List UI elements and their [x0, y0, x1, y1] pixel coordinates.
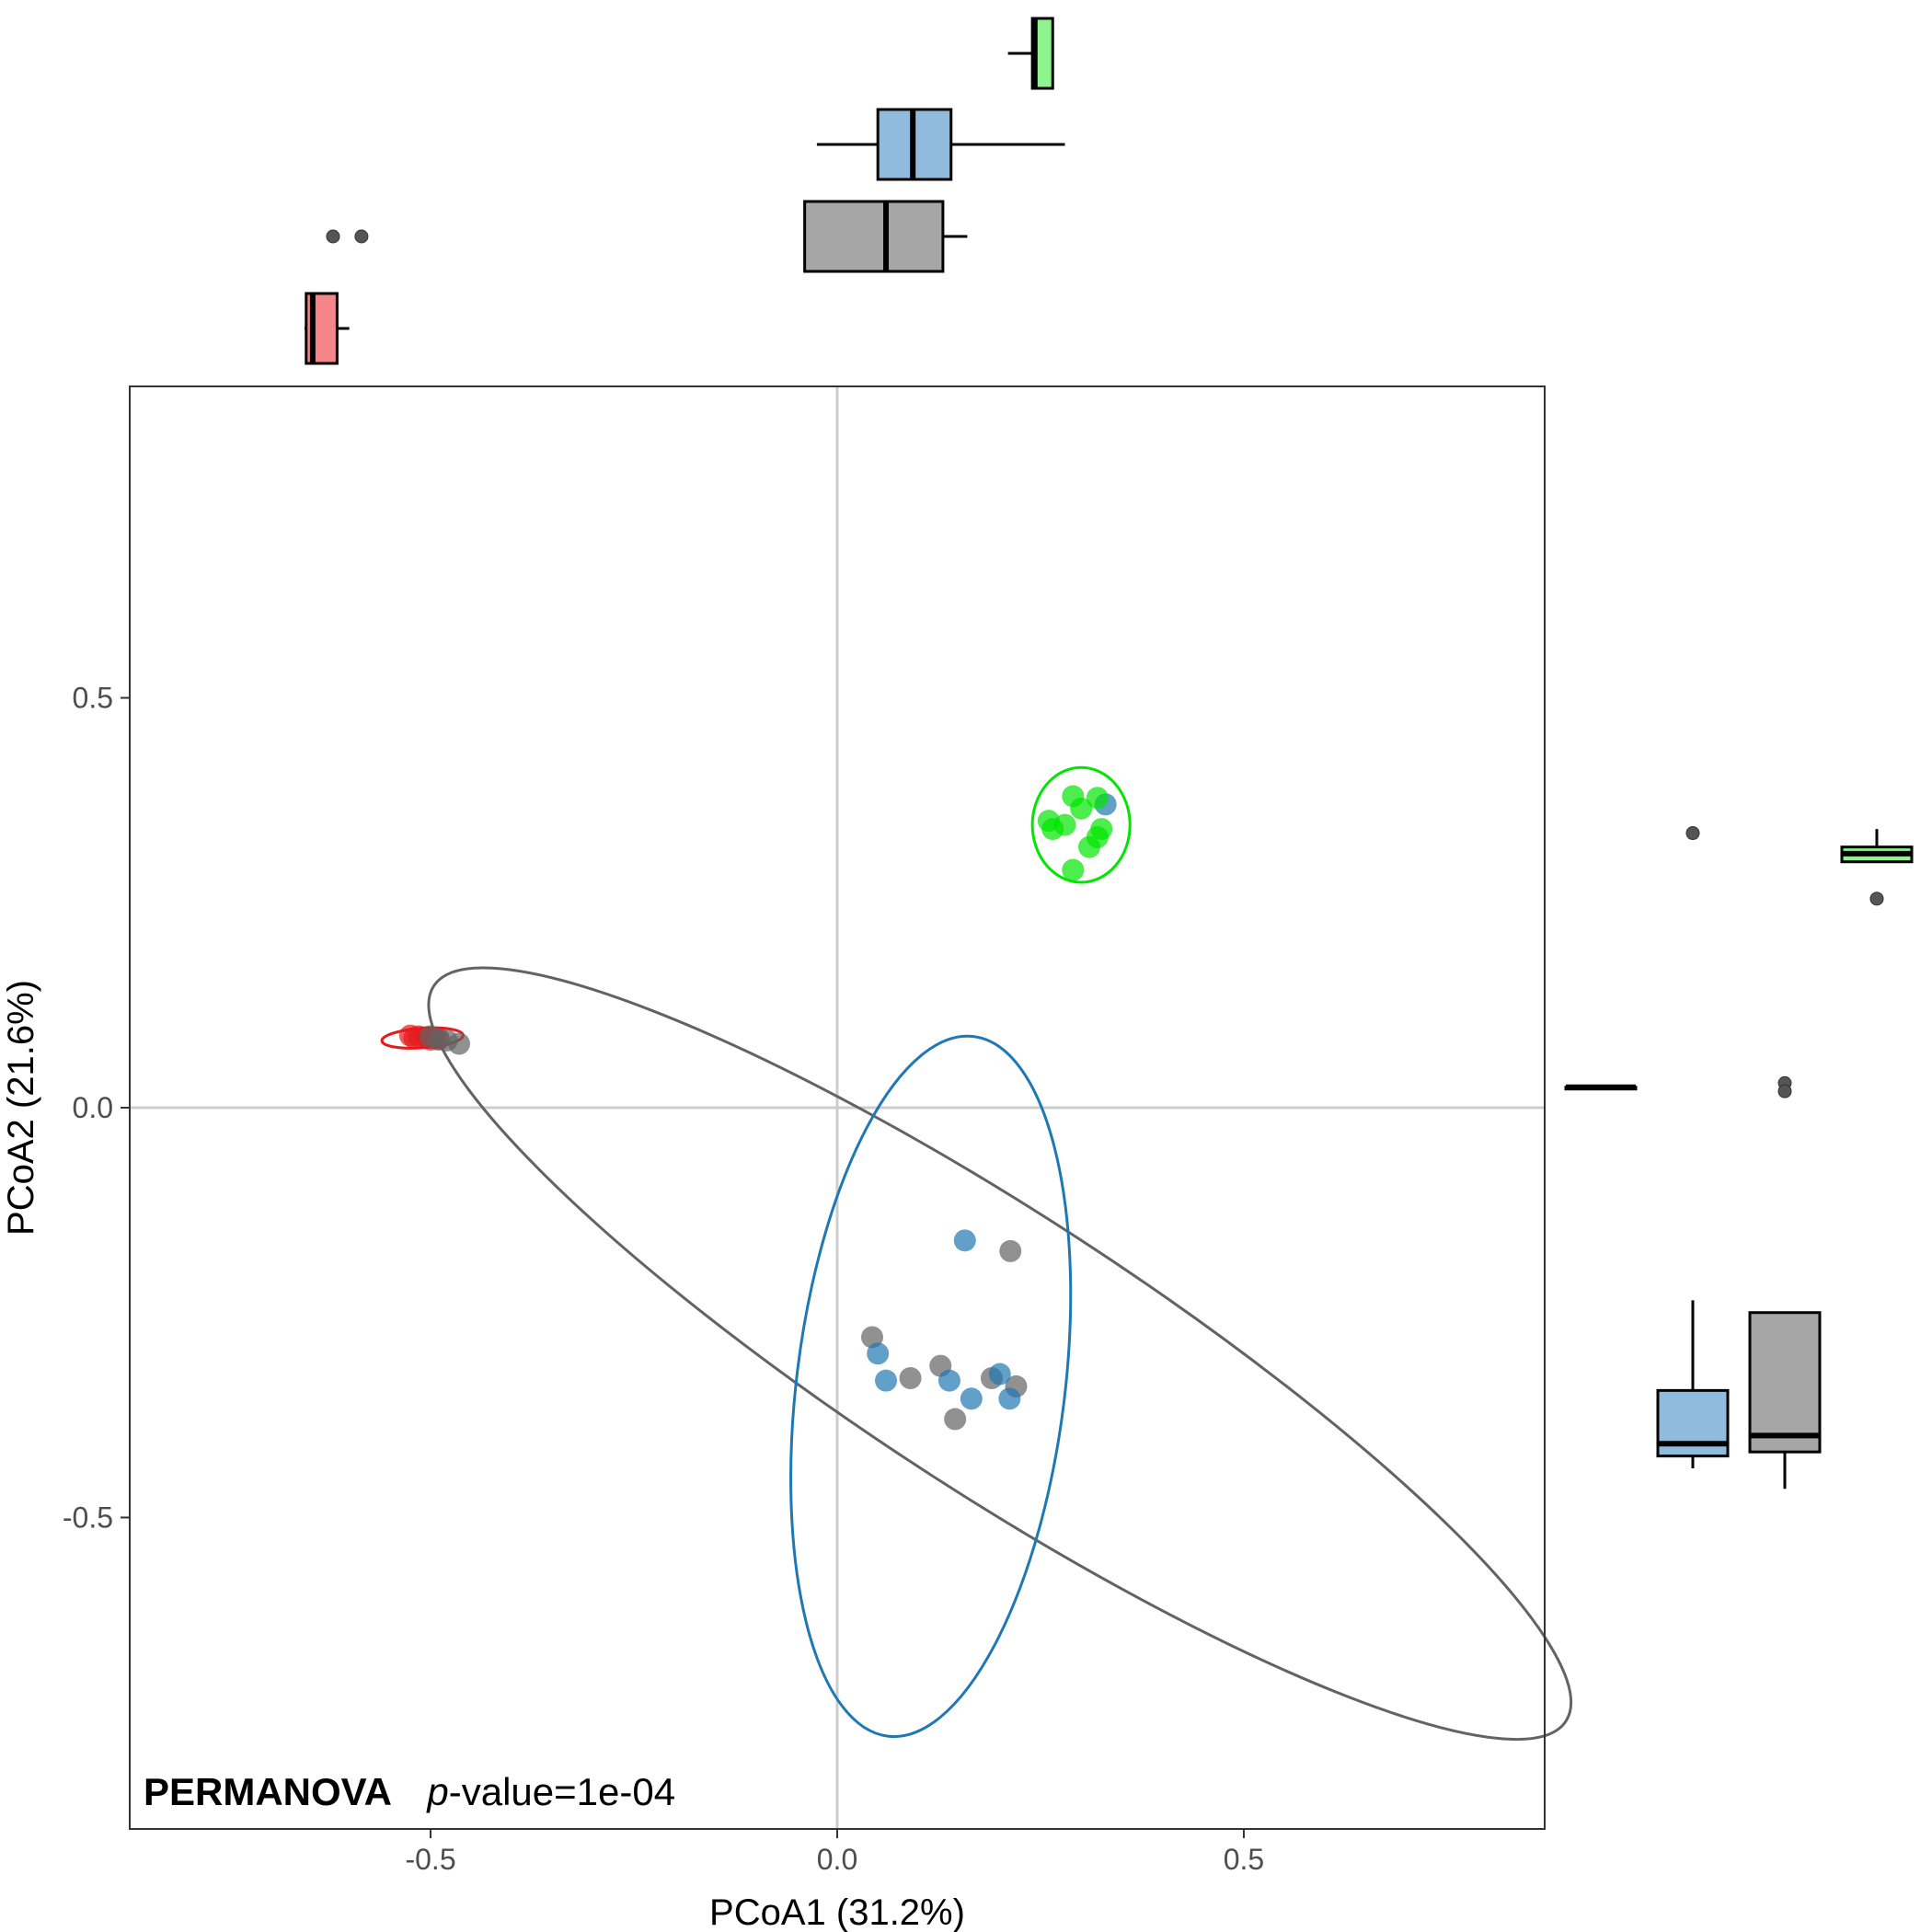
permanova-label: PERMANOVA	[144, 1770, 392, 1813]
point-group-4	[1078, 835, 1101, 858]
x-tick-label: -0.5	[405, 1843, 455, 1876]
x-axis-title: PCoA1 (31.2%)	[709, 1892, 965, 1932]
y-tick-label: 0.0	[73, 1091, 113, 1124]
top-outlier-2	[326, 229, 340, 244]
point-group-2	[999, 1239, 1022, 1262]
scatter-points	[398, 785, 1117, 1431]
y-tick-label: -0.5	[63, 1501, 113, 1534]
point-group-3	[875, 1369, 898, 1392]
ellipse-group-4	[1030, 765, 1132, 884]
y-tick-label: 0.5	[73, 682, 113, 715]
right-outlier-2	[1777, 1084, 1792, 1098]
y-axis-ticks: 0.5 0.0 -0.5	[63, 682, 130, 1534]
ellipse-group-3	[789, 1034, 1073, 1739]
permanova-annotation: PERMANOVA p-value=1e-04	[144, 1770, 675, 1813]
point-group-4	[1062, 858, 1085, 881]
ellipse-group-2	[427, 966, 1573, 1742]
point-group-4	[1041, 818, 1064, 841]
point-group-2	[447, 1032, 470, 1055]
top-outlier-2	[354, 229, 369, 244]
point-group-2	[899, 1367, 922, 1389]
top-marginal-boxplots	[305, 17, 1065, 365]
p-value-text: -value=1e-04	[449, 1770, 675, 1813]
p-italic: p	[425, 1770, 448, 1813]
point-group-2	[944, 1408, 967, 1431]
point-group-4	[1086, 787, 1109, 810]
point-group-3	[953, 1229, 976, 1252]
y-axis-title: PCoA2 (21.6%)	[1, 980, 41, 1236]
right-marginal-boxplots	[1564, 826, 1914, 1489]
point-group-3	[998, 1387, 1021, 1410]
x-axis-ticks: -0.5 0.0 0.5	[405, 1829, 1264, 1876]
point-group-3	[960, 1387, 983, 1410]
point-group-1	[403, 1027, 426, 1050]
right-outlier-4	[1869, 891, 1884, 906]
x-tick-label: 0.5	[1224, 1843, 1264, 1876]
point-group-3	[988, 1363, 1011, 1386]
top-box-2	[803, 200, 945, 273]
point-group-3	[937, 1369, 960, 1392]
x-tick-label: 0.0	[817, 1843, 857, 1876]
point-group-3	[867, 1342, 890, 1365]
zero-lines	[130, 386, 1545, 1829]
point-group-4	[1070, 797, 1093, 820]
right-box-2	[1748, 1311, 1822, 1454]
right-outlier-3	[1685, 826, 1700, 841]
